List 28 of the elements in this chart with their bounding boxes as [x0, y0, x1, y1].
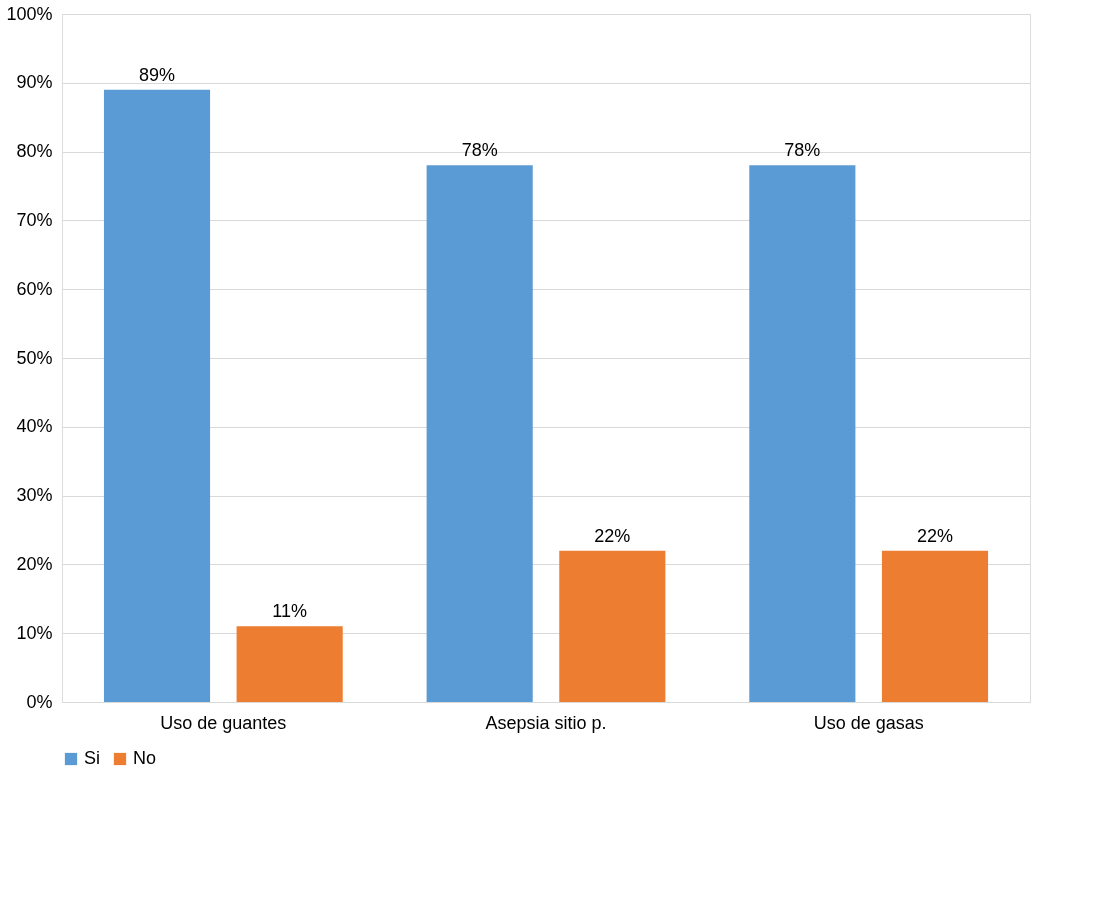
bar — [749, 165, 856, 702]
data-label: 22% — [916, 525, 954, 546]
bar — [559, 550, 666, 702]
y-tick-label: 80% — [16, 141, 53, 162]
y-tick-label: 90% — [16, 72, 53, 93]
data-label: 11% — [272, 601, 308, 622]
bar — [236, 626, 343, 702]
bar — [103, 89, 211, 702]
y-tick-label: 10% — [16, 622, 53, 643]
data-label: 78% — [784, 140, 821, 161]
data-label: 22% — [594, 525, 631, 546]
y-tick-label: 40% — [16, 416, 53, 437]
y-tick-label: 60% — [16, 278, 53, 299]
data-label: 78% — [461, 140, 498, 161]
y-tick-label: 20% — [16, 553, 53, 574]
y-tick-label: 0% — [26, 691, 53, 712]
x-tick-label: Uso de guantes — [160, 712, 287, 733]
bar — [426, 165, 533, 702]
y-tick-label: 30% — [16, 485, 53, 506]
x-tick-label: Asepsia sitio p. — [485, 712, 607, 733]
x-tick-label: Uso de gasas — [813, 712, 924, 733]
y-tick-label: 100% — [6, 3, 53, 24]
bar — [881, 550, 989, 702]
data-label: 89% — [138, 64, 176, 85]
legend-label: Si — [84, 748, 101, 768]
y-tick-label: 70% — [16, 209, 53, 230]
y-tick-label: 50% — [16, 347, 53, 368]
legend-label: No — [133, 748, 157, 768]
